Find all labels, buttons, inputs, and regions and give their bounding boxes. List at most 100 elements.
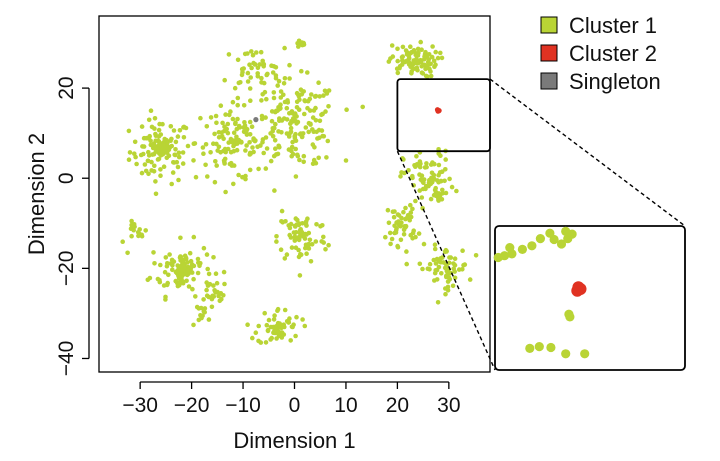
cluster-1-point xyxy=(293,245,299,250)
cluster-1-point xyxy=(275,83,281,88)
inset-cluster-1-point xyxy=(546,342,556,353)
cluster-1-point xyxy=(129,233,134,239)
cluster-1-point xyxy=(143,228,148,233)
cluster-1-point xyxy=(228,109,233,114)
cluster-1-point xyxy=(185,260,190,265)
cluster-1-point xyxy=(137,227,142,232)
cluster-1-point xyxy=(408,44,413,49)
cluster-1-point xyxy=(277,116,282,121)
cluster-1-point xyxy=(431,176,437,182)
cluster-1-point xyxy=(162,269,168,275)
cluster-1-point xyxy=(403,205,408,211)
cluster-1-point xyxy=(156,127,162,133)
cluster-1-point xyxy=(399,62,405,67)
cluster-1-point xyxy=(399,55,405,60)
cluster-1-point xyxy=(184,278,189,284)
cluster-1-point xyxy=(145,158,151,164)
cluster-1-point xyxy=(412,66,418,71)
cluster-1-point xyxy=(221,136,226,142)
cluster-1-point xyxy=(272,125,277,131)
cluster-1-point xyxy=(247,132,253,137)
cluster-1-point xyxy=(297,157,302,163)
cluster-1-point xyxy=(302,323,308,329)
cluster-1-point xyxy=(193,294,198,299)
cluster-1-point xyxy=(185,143,191,149)
cluster-1-point xyxy=(284,105,290,111)
x-axis: −30 −20 −10 0 10 20 30 xyxy=(122,381,461,417)
cluster-1-point xyxy=(268,131,273,136)
cluster-1-point xyxy=(235,141,240,146)
cluster-1-point xyxy=(200,313,205,319)
cluster-1-point xyxy=(279,130,284,135)
cluster-1-point xyxy=(325,138,331,144)
cluster-1-point xyxy=(241,103,247,108)
cluster-1-point xyxy=(432,64,437,69)
cluster-1-point xyxy=(204,293,210,299)
cluster-1-point xyxy=(257,62,263,67)
cluster-1-point xyxy=(394,66,400,71)
cluster-1-point xyxy=(399,170,404,175)
cluster-1-point xyxy=(271,95,277,101)
cluster-1-point xyxy=(436,162,442,168)
cluster-1-point xyxy=(414,60,420,66)
cluster-1-point xyxy=(249,124,255,129)
cluster-1-point xyxy=(243,126,249,131)
cluster-1-point xyxy=(314,222,319,227)
cluster-1-point xyxy=(385,207,391,213)
cluster-1-point xyxy=(259,113,265,119)
cluster-1-point xyxy=(268,324,274,330)
cluster-1-point xyxy=(390,54,396,59)
cluster-1-point xyxy=(289,144,295,150)
cluster-1-point xyxy=(264,322,270,328)
cluster-1-point xyxy=(273,121,278,127)
cluster-1-point xyxy=(323,247,328,252)
cluster-1-point xyxy=(292,224,298,229)
cluster-1-point xyxy=(271,329,277,334)
cluster-1-point xyxy=(310,161,316,166)
cluster-1-point xyxy=(432,278,437,283)
x-tick-label: −30 xyxy=(122,394,158,417)
cluster-1-point xyxy=(268,337,273,342)
cluster-1-point xyxy=(247,119,253,125)
cluster-1-point xyxy=(460,248,465,253)
cluster-1-point xyxy=(388,241,393,247)
cluster-1-point xyxy=(395,243,400,249)
zoom-inset xyxy=(493,225,686,371)
cluster-1-point xyxy=(292,134,298,139)
cluster-1-point xyxy=(169,257,175,263)
cluster-1-point xyxy=(281,81,287,86)
cluster-2-point xyxy=(435,108,441,114)
cluster-1-point xyxy=(170,267,175,273)
cluster-1-point xyxy=(211,254,216,260)
cluster-1-point xyxy=(169,136,174,142)
cluster-1-point xyxy=(447,255,452,260)
cluster-1-point xyxy=(204,252,210,257)
cluster-1-point xyxy=(153,131,158,137)
cluster-1-point xyxy=(212,179,218,185)
cluster-1-point xyxy=(185,268,191,274)
cluster-1-point xyxy=(239,66,245,72)
cluster-1-point xyxy=(214,120,219,126)
cluster-1-point xyxy=(391,214,397,220)
cluster-1-point xyxy=(274,234,279,239)
cluster-1-point xyxy=(215,289,220,295)
cluster-1-point xyxy=(312,94,318,99)
cluster-1-point xyxy=(294,314,299,320)
inset-cluster-1-point xyxy=(556,239,567,249)
y-tick-label: −40 xyxy=(55,341,78,377)
cluster-1-point xyxy=(157,142,163,148)
cluster-1-point xyxy=(129,218,134,224)
cluster-1-point xyxy=(157,121,162,127)
cluster-1-point xyxy=(293,230,299,235)
cluster-1-point xyxy=(218,150,223,155)
cluster-1-point xyxy=(321,93,326,98)
cluster-1-point xyxy=(316,155,322,161)
cluster-1-point xyxy=(176,154,182,160)
cluster-1-point xyxy=(168,261,174,266)
cluster-1-point xyxy=(212,131,217,137)
cluster-1-point xyxy=(187,250,193,256)
cluster-1-point xyxy=(447,176,452,182)
cluster-1-point xyxy=(268,158,274,164)
cluster-1-point xyxy=(177,128,183,133)
cluster-1-point xyxy=(161,144,167,150)
